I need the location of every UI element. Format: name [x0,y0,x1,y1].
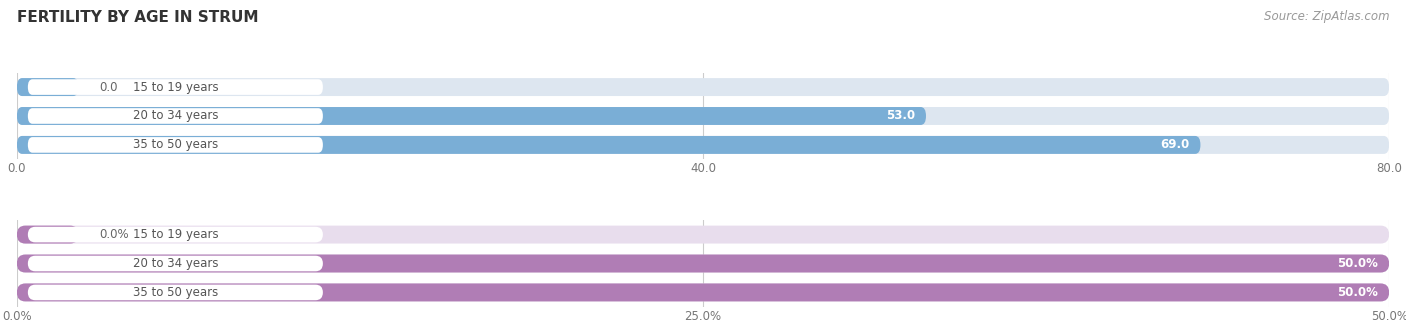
FancyBboxPatch shape [28,227,323,243]
Text: 20 to 34 years: 20 to 34 years [132,110,218,122]
Text: 69.0: 69.0 [1160,138,1189,151]
Text: 35 to 50 years: 35 to 50 years [132,138,218,151]
Text: 15 to 19 years: 15 to 19 years [132,228,218,241]
FancyBboxPatch shape [28,137,323,153]
Text: 20 to 34 years: 20 to 34 years [132,257,218,270]
FancyBboxPatch shape [28,108,323,124]
FancyBboxPatch shape [17,136,1201,154]
Text: 35 to 50 years: 35 to 50 years [132,286,218,299]
FancyBboxPatch shape [17,136,1389,154]
Text: FERTILITY BY AGE IN STRUM: FERTILITY BY AGE IN STRUM [17,10,259,25]
FancyBboxPatch shape [17,78,79,96]
FancyBboxPatch shape [28,285,323,300]
FancyBboxPatch shape [17,107,927,125]
FancyBboxPatch shape [17,254,1389,273]
FancyBboxPatch shape [17,254,1389,273]
Text: 53.0: 53.0 [886,110,915,122]
FancyBboxPatch shape [17,226,1389,244]
Text: 50.0%: 50.0% [1337,286,1378,299]
FancyBboxPatch shape [17,78,1389,96]
FancyBboxPatch shape [17,283,1389,301]
FancyBboxPatch shape [17,226,79,244]
FancyBboxPatch shape [17,107,1389,125]
FancyBboxPatch shape [28,256,323,271]
FancyBboxPatch shape [17,283,1389,301]
Text: 0.0%: 0.0% [100,228,129,241]
Text: 50.0%: 50.0% [1337,257,1378,270]
Text: 15 to 19 years: 15 to 19 years [132,81,218,94]
Text: 0.0: 0.0 [100,81,118,94]
FancyBboxPatch shape [28,79,323,95]
Text: Source: ZipAtlas.com: Source: ZipAtlas.com [1264,10,1389,23]
